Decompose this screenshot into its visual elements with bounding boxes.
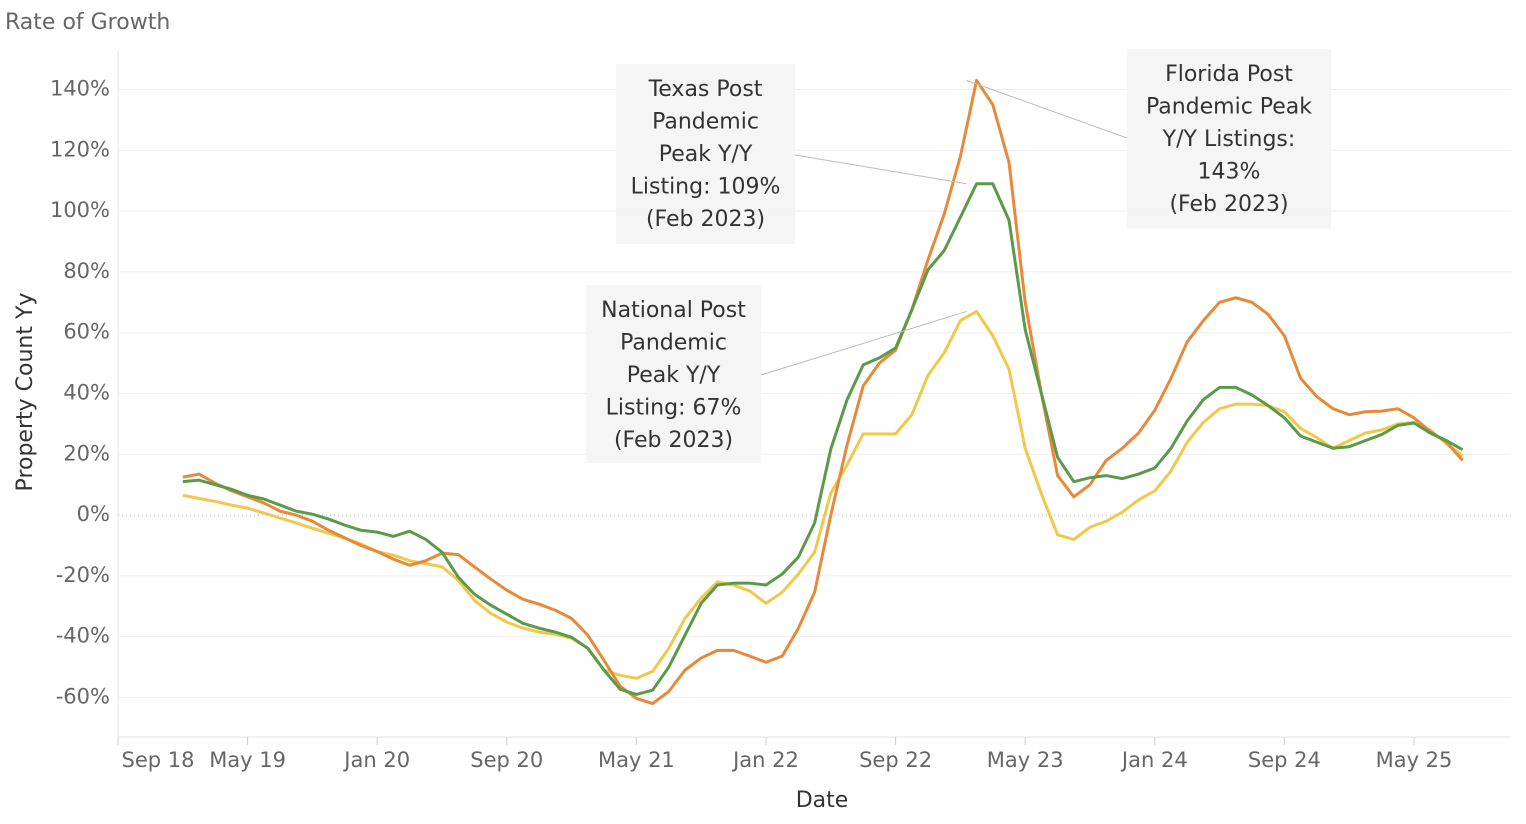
y-tick-label: 80%: [63, 259, 110, 283]
annotation-text: Y/Y Listings:: [1162, 127, 1296, 152]
x-tick-label: May 21: [598, 748, 675, 772]
y-axis-label: Property Count Yy: [13, 293, 38, 492]
series-line: [182, 78, 1464, 706]
x-tick-label: Jan 24: [1120, 748, 1188, 772]
annotation-box: [616, 64, 795, 244]
annotation-text: Peak Y/Y: [627, 363, 721, 388]
annotation-text: Pandemic: [620, 331, 727, 356]
x-tick-label: Sep 22: [859, 748, 932, 772]
x-tick-label: May 19: [209, 748, 286, 772]
y-tick-label: 100%: [50, 198, 110, 222]
y-tick-label: 140%: [50, 77, 110, 101]
x-tick-label: Jan 20: [342, 748, 410, 772]
annotation-text: 143%: [1198, 160, 1261, 185]
annotation-text: (Feb 2023): [614, 428, 733, 453]
x-tick-label: May 25: [1376, 748, 1453, 772]
y-tick-label: 60%: [63, 320, 110, 344]
x-tick-label: May 23: [987, 748, 1064, 772]
annotation-text: Peak Y/Y: [659, 142, 753, 167]
annotation-text: Texas Post: [648, 77, 763, 102]
x-tick-label: Jan 22: [731, 748, 799, 772]
annotation-text: Pandemic Peak: [1146, 95, 1312, 120]
annotation-leader: [794, 154, 967, 185]
y-tick-label: 40%: [63, 381, 110, 405]
chart-title: Rate of Growth: [5, 10, 170, 35]
annotation-text: Florida Post: [1165, 62, 1293, 87]
annotation-leader: [966, 79, 1128, 139]
series-line: [182, 182, 1464, 696]
y-tick-label: 120%: [50, 137, 110, 161]
x-axis-label: Date: [796, 788, 849, 813]
x-tick-label: Sep 20: [470, 748, 543, 772]
series-line: [182, 309, 1464, 680]
x-tick-label: Sep 18: [122, 748, 195, 772]
annotation-text: Listing: 109%: [631, 175, 781, 200]
annotation-text: National Post: [601, 298, 746, 323]
annotation-text: Pandemic: [652, 110, 759, 135]
annotation-box: [1127, 49, 1331, 229]
annotation-box: [586, 285, 761, 463]
y-tick-label: -60%: [56, 684, 110, 708]
annotation-leader: [760, 310, 967, 376]
y-tick-label: -20%: [56, 563, 110, 587]
x-tick-label: Sep 24: [1248, 748, 1321, 772]
y-tick-label: 20%: [63, 441, 110, 465]
annotation-text: (Feb 2023): [1169, 192, 1288, 217]
y-tick-label: 0%: [77, 502, 110, 526]
annotation-text: Listing: 67%: [606, 396, 742, 421]
annotation-text: (Feb 2023): [646, 207, 765, 232]
y-tick-label: -40%: [56, 624, 110, 648]
